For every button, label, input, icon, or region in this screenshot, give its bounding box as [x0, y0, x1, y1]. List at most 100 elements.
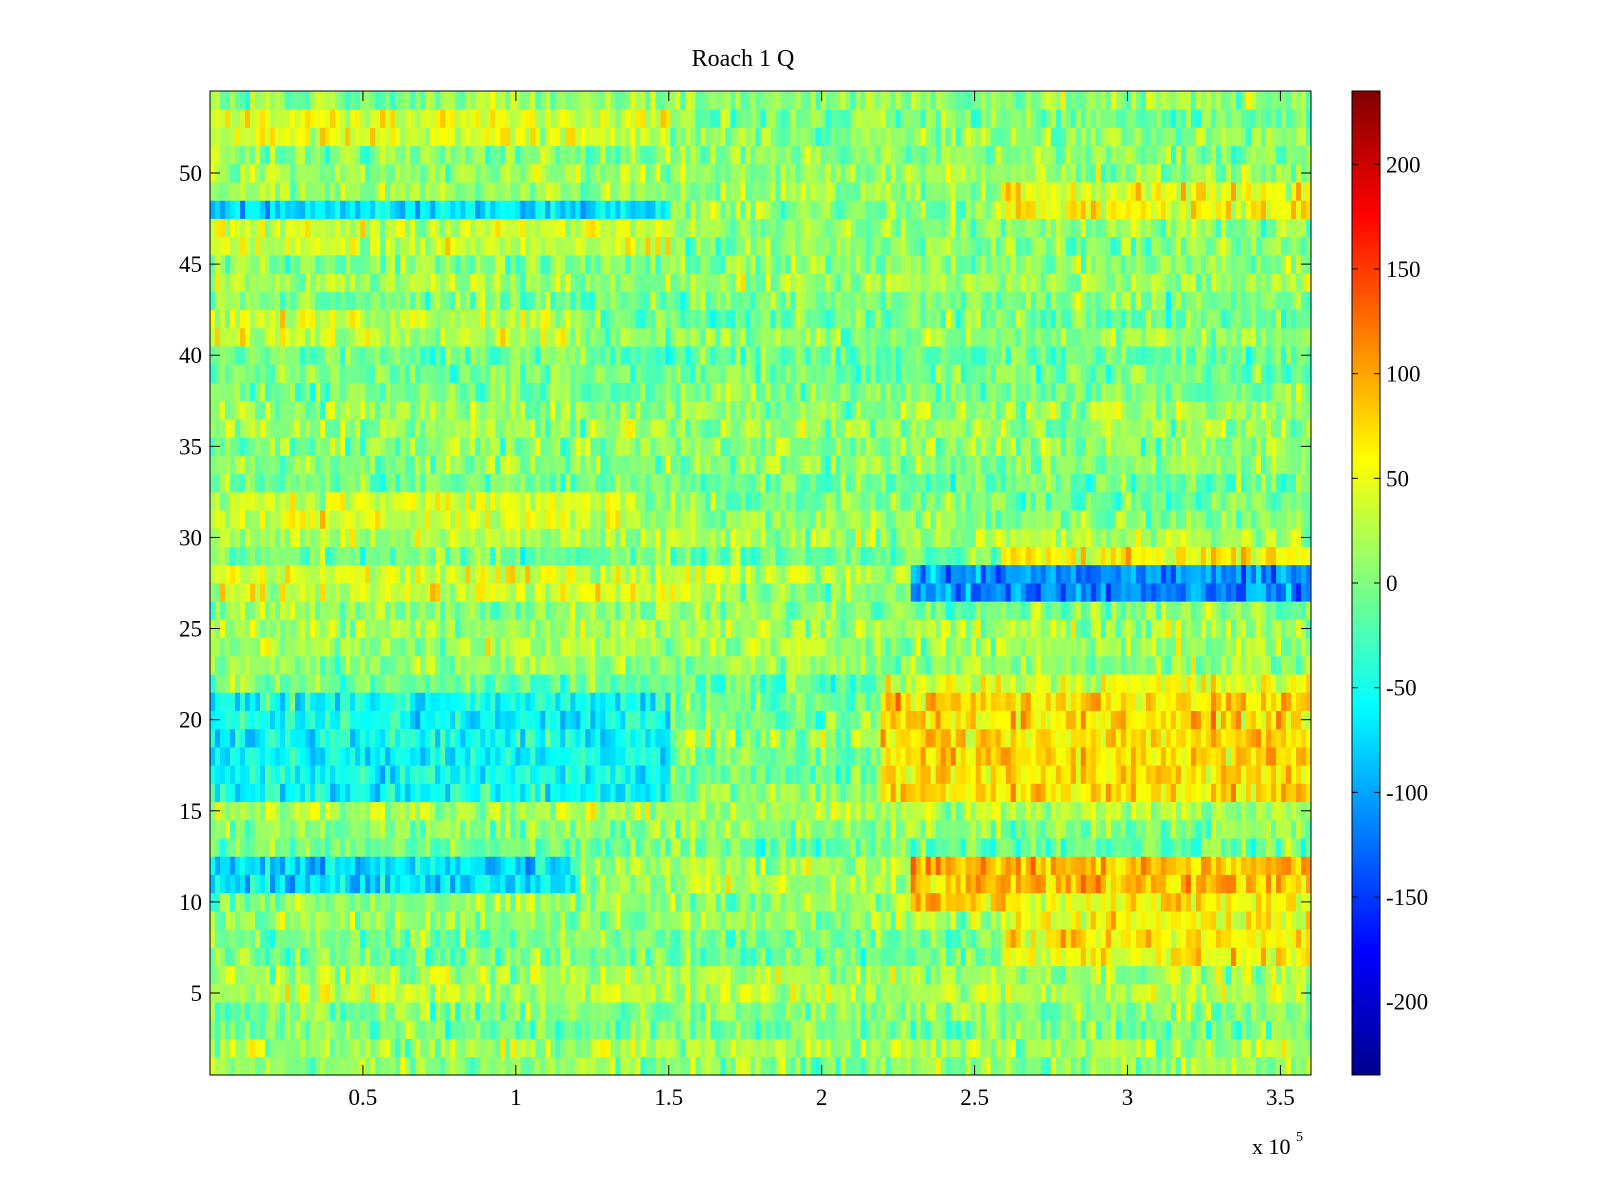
heatmap-cell: [1180, 929, 1187, 948]
heatmap-cell: [1295, 1002, 1302, 1021]
heatmap-cell: [1240, 710, 1247, 730]
heatmap-cell: [360, 692, 366, 711]
heatmap-cell: [340, 1020, 346, 1039]
heatmap-cell: [1245, 801, 1252, 821]
heatmap-cell: [680, 838, 686, 857]
heatmap-cell: [1185, 728, 1192, 748]
heatmap-cell: [1195, 783, 1202, 803]
heatmap-cell: [750, 655, 756, 675]
heatmap-cell: [280, 965, 286, 985]
heatmap-cell: [840, 655, 846, 675]
heatmap-cell: [1035, 747, 1042, 766]
heatmap-cell: [1165, 674, 1172, 693]
heatmap-cell: [1195, 929, 1202, 948]
heatmap-cell: [850, 692, 856, 711]
heatmap-cell: [1005, 710, 1012, 730]
heatmap-cell: [1175, 929, 1182, 948]
heatmap-cell: [745, 765, 751, 784]
heatmap-cell: [675, 1056, 681, 1076]
heatmap-cell: [320, 1038, 326, 1058]
heatmap-cell: [1175, 1056, 1182, 1076]
heatmap-cell: [220, 929, 226, 948]
heatmap-cell: [545, 1002, 551, 1021]
heatmap-cell: [710, 947, 716, 967]
heatmap-cell: [420, 728, 426, 748]
heatmap-cell: [1280, 728, 1287, 748]
heatmap-cell: [1020, 892, 1027, 912]
heatmap-cell: [1075, 983, 1082, 1003]
heatmap-cell: [915, 765, 922, 784]
heatmap-cell: [715, 692, 721, 711]
heatmap-cell: [385, 983, 391, 1003]
heatmap-cell: [290, 710, 296, 730]
heatmap-cell: [685, 728, 691, 748]
heatmap-cell: [1020, 783, 1027, 803]
heatmap-cell: [1145, 929, 1152, 948]
heatmap-cell: [255, 874, 261, 894]
heatmap-cell: [1125, 838, 1132, 857]
heatmap-cell: [395, 728, 401, 748]
heatmap-cell: [400, 783, 406, 803]
heatmap-cell: [1280, 892, 1287, 912]
heatmap-cell: [990, 874, 997, 894]
heatmap-cell: [300, 1038, 306, 1058]
heatmap-cell: [965, 674, 972, 693]
heatmap-cell: [1095, 728, 1102, 748]
heatmap-cell: [230, 692, 236, 711]
heatmap-cell: [565, 965, 571, 985]
heatmap-cell: [1140, 874, 1147, 894]
heatmap-cell: [545, 710, 551, 730]
heatmap-cell: [935, 819, 942, 839]
heatmap-cell: [1105, 947, 1112, 967]
heatmap-cell: [510, 710, 516, 730]
heatmap-cell: [630, 692, 636, 711]
heatmap-cell: [235, 747, 241, 766]
heatmap-cell: [785, 874, 791, 894]
heatmap-cell: [690, 929, 696, 948]
heatmap-cell: [960, 838, 967, 857]
heatmap-cell: [1125, 911, 1132, 930]
heatmap-cell: [340, 983, 346, 1003]
heatmap-cell: [1120, 856, 1127, 875]
heatmap-cell: [390, 838, 396, 857]
heatmap-cell: [620, 1002, 626, 1021]
heatmap-cell: [430, 783, 436, 803]
heatmap-cell: [260, 710, 266, 730]
heatmap-cell: [350, 892, 356, 912]
heatmap-cell: [530, 856, 536, 875]
heatmap-cell: [635, 674, 641, 693]
heatmap-cell: [490, 801, 496, 821]
heatmap-cell: [1300, 838, 1307, 857]
heatmap-cell: [500, 947, 506, 967]
heatmap-cell: [905, 965, 912, 985]
heatmap-cell: [355, 747, 361, 766]
heatmap-cell: [1110, 710, 1117, 730]
heatmap-cell: [340, 947, 346, 967]
heatmap-cell: [220, 710, 226, 730]
heatmap-cell: [1025, 692, 1032, 711]
heatmap-cell: [480, 728, 486, 748]
heatmap-cell: [265, 819, 271, 839]
heatmap-cell: [400, 710, 406, 730]
heatmap-cell: [625, 655, 631, 675]
heatmap-cell: [1010, 1038, 1017, 1058]
heatmap-cell: [780, 710, 786, 730]
heatmap-cell: [760, 747, 766, 766]
heatmap-cell: [290, 947, 296, 967]
heatmap-cell: [295, 947, 301, 967]
heatmap-cell: [850, 965, 856, 985]
heatmap-cell: [885, 874, 892, 894]
heatmap-cell: [850, 783, 856, 803]
heatmap-cell: [1060, 911, 1067, 930]
heatmap-cell: [255, 674, 261, 693]
heatmap-cell: [480, 819, 486, 839]
heatmap-cell: [980, 765, 987, 784]
heatmap-cell: [965, 1002, 972, 1021]
heatmap-cell: [985, 1020, 992, 1039]
heatmap-cell: [675, 747, 681, 766]
heatmap-cell: [1150, 728, 1157, 748]
heatmap-cell: [1185, 783, 1192, 803]
heatmap-cell: [1200, 765, 1207, 784]
heatmap-cell: [1040, 819, 1047, 839]
heatmap-cell: [585, 674, 591, 693]
